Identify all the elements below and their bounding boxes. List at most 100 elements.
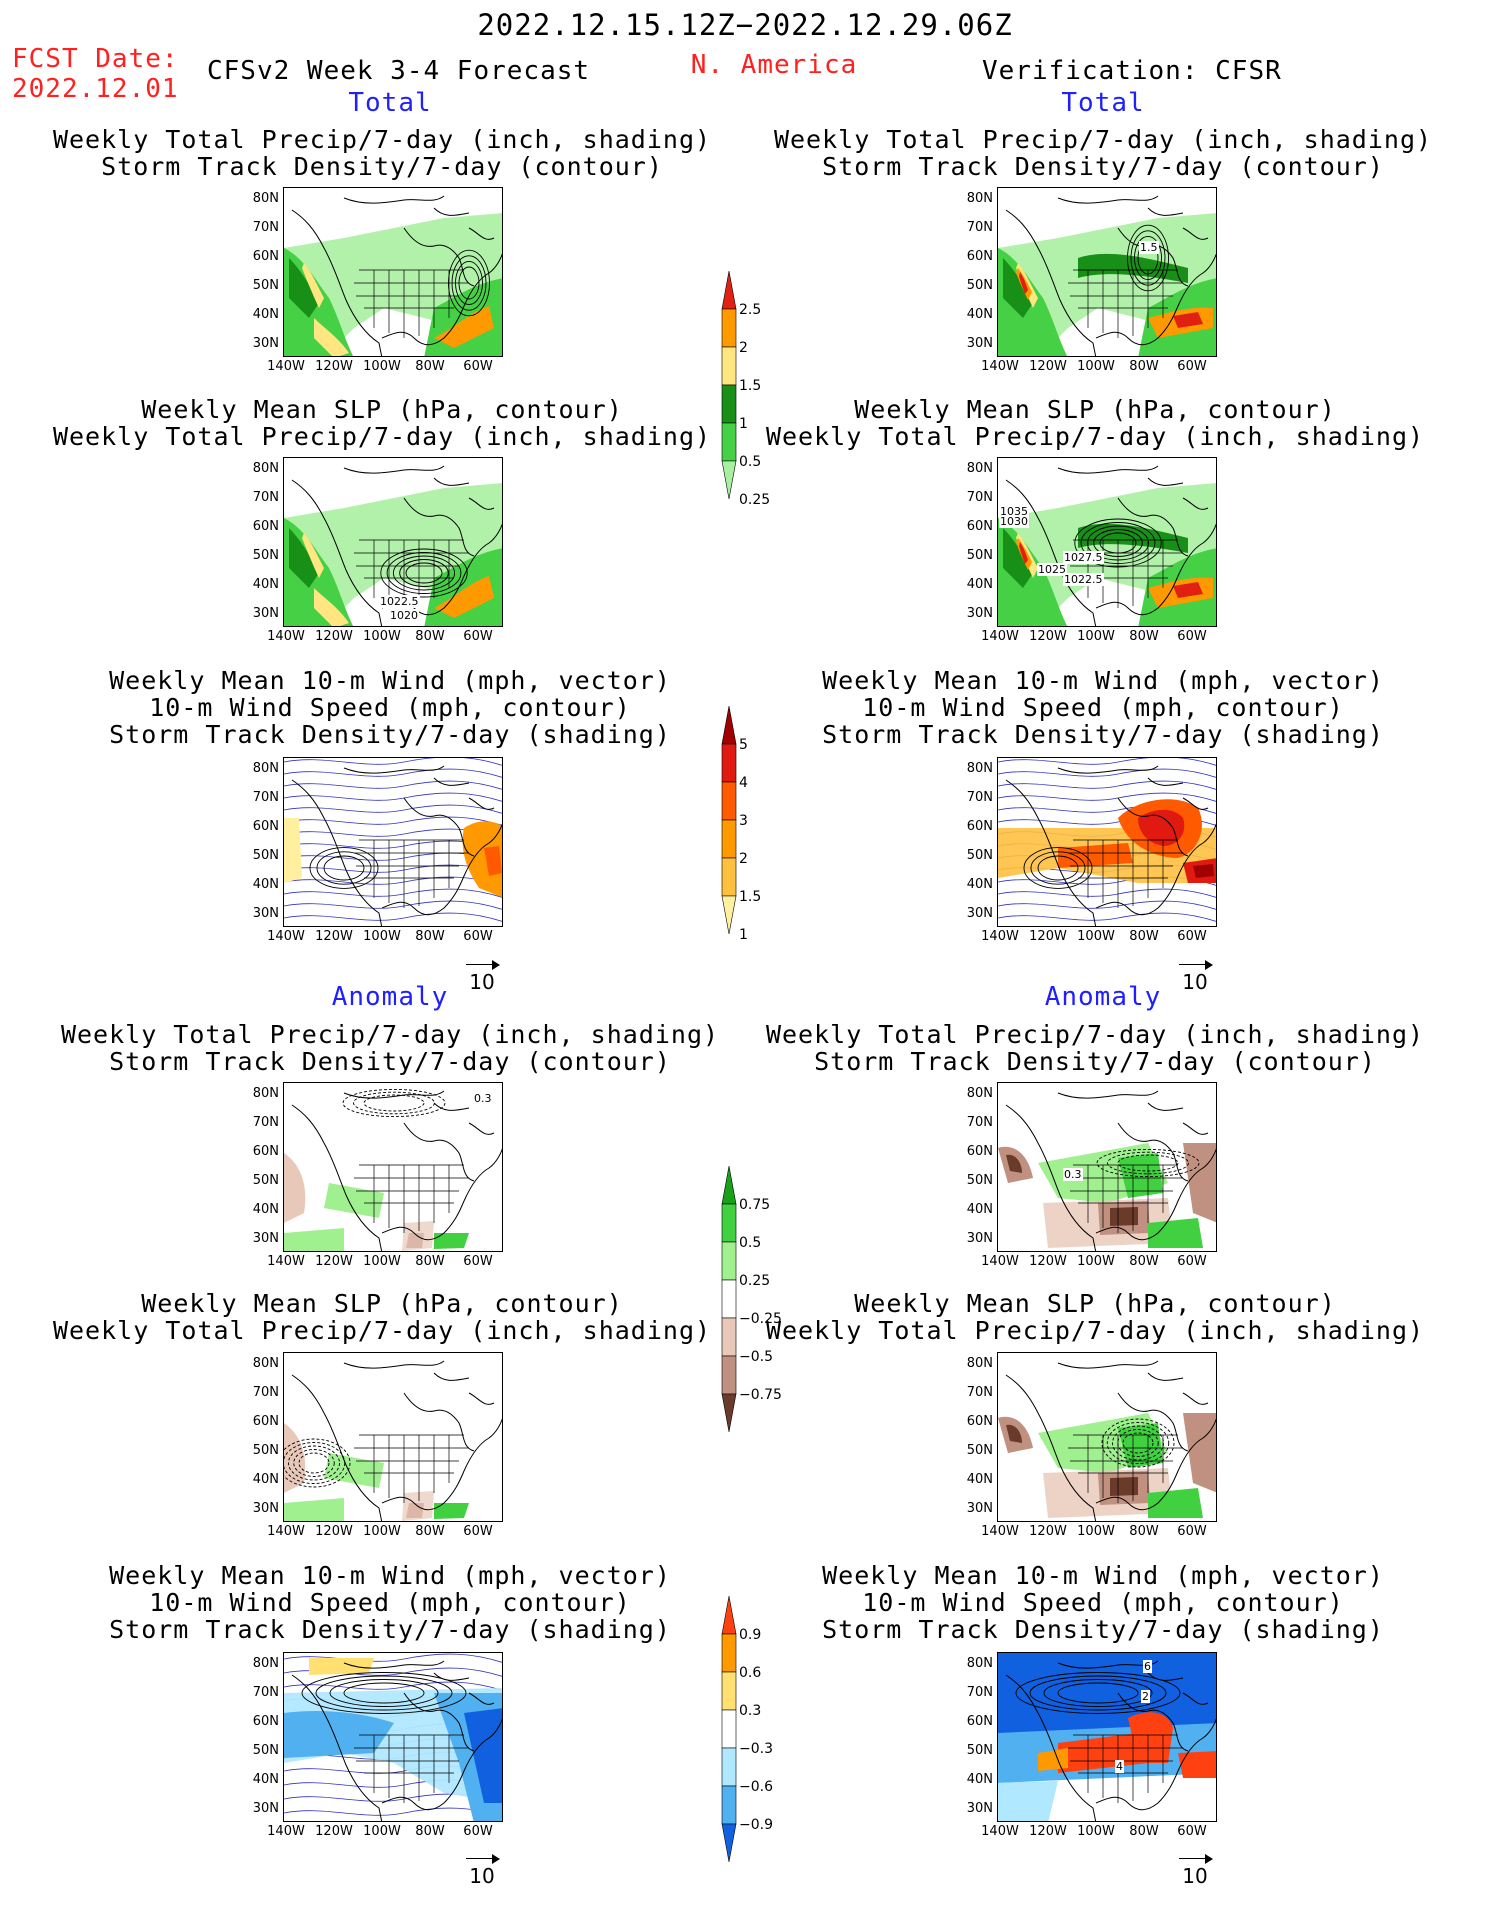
lat-tick-label: 80N [966,1086,993,1101]
lat-tick-label: 30N [252,1501,279,1516]
colorbar-label: 1 [739,927,748,943]
lon-tick-label: 80W [415,629,445,644]
verification-label: Verification: CFSR [982,56,1282,86]
lat-tick-label: 50N [252,1173,279,1188]
vector-reference-cfsr-anom: 10 [1175,1854,1215,1888]
lat-tick-label: 40N [252,1772,279,1787]
title-line: Weekly Total Precip/7-day (inch, shading… [52,125,712,154]
lon-tick-label: 140W [267,1524,305,1539]
colorbar-segment [721,895,737,935]
section-total-left: Total [348,88,432,118]
lat-tick-label: 50N [966,848,993,863]
lon-tick-label: 120W [1029,629,1067,644]
lon-tick-label: 80W [415,1254,445,1269]
lat-tick-label: 60N [966,249,993,264]
lat-tick-label: 40N [966,1772,993,1787]
lon-tick-label: 60W [463,929,493,944]
colorbar-segment [721,384,737,424]
fcst-date-value: 2022.12.01 [12,74,179,104]
colorbar-storm-anomaly: 0.9 0.6 0.3 −0.3 −0.6 −0.9 [721,1595,773,1863]
lat-tick-label: 40N [966,307,993,322]
lon-tick-label: 100W [1077,929,1115,944]
vector-reference-value: 10 [469,970,495,994]
contour-label: 1030 [999,515,1029,528]
lat-tick-label: 60N [966,1414,993,1429]
lat-tick-label: 50N [252,848,279,863]
contour-label: 4 [1115,1760,1124,1773]
contour-label: 0.3 [473,1092,493,1105]
colorbar-label: 5 [739,737,748,753]
title-fcst-total-wind: Weekly Mean 10-m Wind (mph, vector) 10-m… [109,667,671,748]
lon-tick-label: 100W [363,1524,401,1539]
lat-tick-label: 60N [252,249,279,264]
lon-tick-label: 100W [363,929,401,944]
title-line: Weekly Total Precip/7-day (inch, shading… [60,1020,720,1049]
contour-label: 2 [1141,1690,1150,1703]
lat-tick-label: 80N [966,461,993,476]
title-line: Weekly Mean 10-m Wind (mph, vector) [109,1561,671,1590]
title-line: 10-m Wind Speed (mph, contour) [862,693,1344,722]
title-line: Storm Track Density/7-day (shading) [822,720,1384,749]
lon-tick-label: 120W [1029,929,1067,944]
title-cfsr-anom-slp: Weekly Mean SLP (hPa, contour) Weekly To… [766,1290,1424,1344]
lon-tick-label: 120W [315,1824,353,1839]
lon-tick-label: 60W [1177,359,1207,374]
colorbar-segment [721,1785,737,1825]
colorbar-segment [721,705,737,745]
title-line: Weekly Total Precip/7-day (inch, shading… [765,422,1425,451]
map-cfsr-precipT [997,187,1217,357]
lat-tick-label: 80N [966,1356,993,1371]
lat-tick-label: 50N [966,1743,993,1758]
colorbar-segment [721,857,737,897]
colorbar-segment [721,270,737,310]
title-line: 10-m Wind Speed (mph, contour) [862,1588,1344,1617]
map-cfsr-slpT [997,457,1217,627]
colorbar-label: −0.25 [739,1311,782,1327]
title-line: Weekly Mean 10-m Wind (mph, vector) [822,666,1384,695]
map-forecast-windT [283,757,503,927]
colorbar-segment [721,1241,737,1281]
colorbar-label: 0.75 [739,1197,770,1213]
colorbar-storm-total: 5 4 3 2 1.5 1 [721,705,761,943]
lat-tick-label: 60N [966,1144,993,1159]
vector-reference-fcst-total: 10 [462,960,502,994]
title-line: Weekly Total Precip/7-day (inch, shading… [52,1316,712,1345]
lat-tick-label: 30N [252,1801,279,1816]
vector-reference-value: 10 [1182,1864,1208,1888]
colorbar-segment [721,460,737,500]
date-range: 2022.12.15.12Z−2022.12.29.06Z [477,8,1013,42]
lon-tick-label: 140W [267,629,305,644]
lon-tick-label: 80W [1129,359,1159,374]
title-line: Weekly Total Precip/7-day (inch, shading… [52,422,712,451]
lon-tick-label: 120W [1029,1824,1067,1839]
title-line: Storm Track Density/7-day (shading) [109,720,671,749]
title-line: Weekly Mean 10-m Wind (mph, vector) [109,666,671,695]
lat-tick-label: 40N [966,577,993,592]
title-line: Storm Track Density/7-day (shading) [822,1615,1384,1644]
map-cfsr-slpA [997,1352,1217,1522]
contour-label: 0.3 [1063,1168,1083,1181]
arrow-icon [462,960,502,970]
colorbar-segment [721,743,737,783]
lon-tick-label: 60W [1177,629,1207,644]
lon-tick-label: 140W [981,629,1019,644]
lat-tick-label: 70N [966,490,993,505]
lon-tick-label: 60W [463,1254,493,1269]
colorbar-label: 2.5 [739,302,761,318]
map-cfsr-precipA [997,1082,1217,1252]
lat-tick-label: 70N [252,1385,279,1400]
title-line: Weekly Mean SLP (hPa, contour) [141,1289,623,1318]
map-forecast-windA [283,1652,503,1822]
colorbar-label: 3 [739,813,748,829]
colorbar-label: −0.3 [739,1741,773,1757]
lon-tick-label: 100W [1077,629,1115,644]
lat-tick-label: 70N [966,220,993,235]
map-cfsr-windT [997,757,1217,927]
lon-tick-label: 60W [463,359,493,374]
lon-tick-label: 60W [1177,929,1207,944]
lon-tick-label: 120W [315,359,353,374]
lon-tick-label: 120W [315,929,353,944]
title-line: Storm Track Density/7-day (contour) [822,152,1384,181]
colorbar-segment [721,1709,737,1749]
lon-tick-label: 100W [1077,1254,1115,1269]
